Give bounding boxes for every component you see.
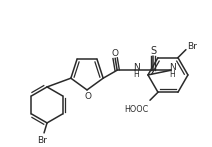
Text: O: O <box>112 49 119 58</box>
Text: H: H <box>133 70 139 79</box>
Text: H: H <box>169 70 175 79</box>
Text: S: S <box>150 46 156 56</box>
Text: N: N <box>133 63 139 72</box>
Text: Br: Br <box>37 136 47 145</box>
Text: HOOC: HOOC <box>124 105 148 114</box>
Text: O: O <box>85 92 92 101</box>
Text: Br: Br <box>187 42 197 51</box>
Text: N: N <box>169 63 176 72</box>
